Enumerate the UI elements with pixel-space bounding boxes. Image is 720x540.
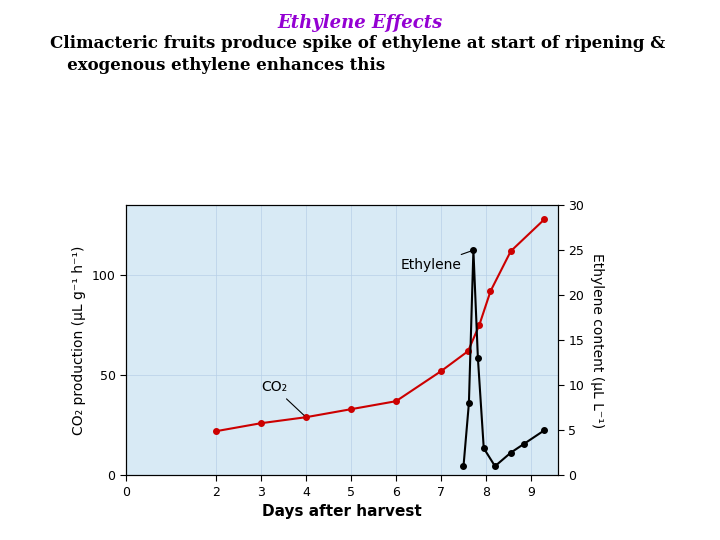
Text: CO₂: CO₂	[261, 380, 304, 415]
Text: Ethylene: Ethylene	[400, 251, 471, 272]
Text: Ethylene Effects: Ethylene Effects	[277, 14, 443, 31]
Y-axis label: Ethylene content (μL L⁻¹): Ethylene content (μL L⁻¹)	[590, 253, 604, 428]
Y-axis label: CO₂ production (μL g⁻¹ h⁻¹): CO₂ production (μL g⁻¹ h⁻¹)	[72, 246, 86, 435]
Text: Climacteric fruits produce spike of ethylene at start of ripening &: Climacteric fruits produce spike of ethy…	[50, 35, 666, 52]
Text: exogenous ethylene enhances this: exogenous ethylene enhances this	[50, 57, 385, 73]
X-axis label: Days after harvest: Days after harvest	[262, 504, 422, 519]
